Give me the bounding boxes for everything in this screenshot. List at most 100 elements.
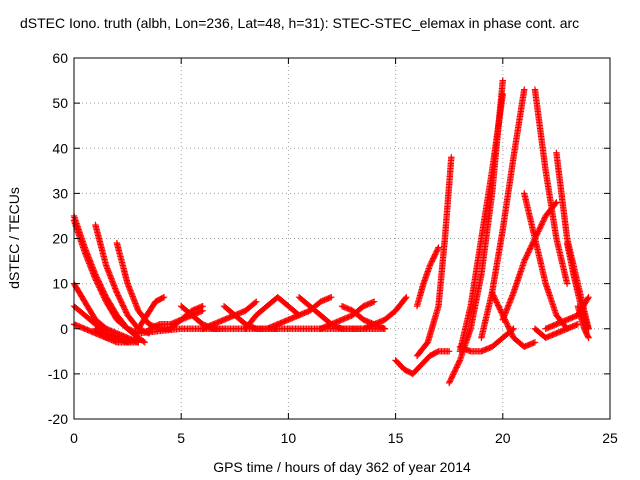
plus-marker bbox=[119, 300, 126, 308]
plus-marker bbox=[539, 219, 546, 227]
plus-marker bbox=[584, 333, 592, 340]
plus-marker bbox=[159, 294, 167, 302]
plus-marker bbox=[97, 287, 104, 294]
plus-marker bbox=[525, 247, 533, 255]
plus-marker bbox=[490, 292, 497, 299]
plus-marker bbox=[100, 292, 107, 300]
plus-marker bbox=[499, 90, 506, 98]
plus-marker bbox=[504, 321, 511, 329]
plus-marker bbox=[527, 243, 535, 251]
y-tick-label: 0 bbox=[60, 321, 68, 337]
plus-marker bbox=[446, 378, 454, 385]
plus-marker bbox=[428, 259, 435, 266]
data-series bbox=[413, 154, 455, 360]
plus-marker bbox=[584, 295, 591, 302]
plus-marker bbox=[528, 242, 535, 249]
plus-marker bbox=[503, 320, 511, 327]
plus-marker bbox=[428, 258, 436, 265]
plus-marker bbox=[452, 367, 459, 374]
plus-marker bbox=[426, 262, 434, 269]
plus-marker bbox=[116, 295, 123, 302]
x-tick-label: 10 bbox=[281, 430, 297, 446]
plus-marker bbox=[497, 307, 504, 315]
plus-marker bbox=[509, 326, 516, 333]
data-series bbox=[456, 90, 506, 355]
data-series bbox=[70, 217, 142, 337]
data-series bbox=[392, 348, 453, 378]
plus-marker bbox=[456, 358, 463, 365]
plus-marker bbox=[531, 339, 539, 346]
plus-marker bbox=[450, 371, 457, 378]
plus-marker bbox=[455, 359, 462, 367]
plus-marker bbox=[96, 284, 103, 291]
plus-marker bbox=[585, 334, 592, 341]
plus-marker bbox=[563, 280, 571, 287]
plus-marker bbox=[141, 339, 148, 346]
plus-marker bbox=[492, 297, 500, 305]
plus-marker bbox=[432, 249, 440, 257]
plus-marker bbox=[122, 307, 129, 315]
plus-marker bbox=[493, 299, 500, 306]
plus-marker bbox=[433, 248, 440, 255]
plus-marker bbox=[431, 252, 438, 260]
plus-marker bbox=[431, 251, 439, 258]
y-tick-label: 60 bbox=[52, 50, 68, 66]
plus-marker bbox=[98, 288, 105, 296]
data-series bbox=[574, 302, 592, 341]
plus-marker bbox=[101, 295, 109, 303]
data-series bbox=[135, 325, 389, 337]
plus-marker bbox=[120, 303, 127, 310]
data-series bbox=[531, 86, 571, 287]
plus-marker bbox=[430, 254, 438, 261]
plus-marker bbox=[115, 292, 122, 299]
plus-marker bbox=[93, 278, 100, 286]
plus-marker bbox=[427, 260, 434, 268]
plus-marker bbox=[535, 226, 543, 234]
plus-marker bbox=[540, 216, 547, 224]
plus-marker bbox=[521, 257, 528, 265]
y-axis-title: dSTEC / TECUs bbox=[6, 187, 22, 289]
plus-marker bbox=[370, 298, 378, 305]
plus-marker bbox=[451, 368, 458, 375]
y-tick-label: 20 bbox=[52, 231, 68, 247]
plus-marker bbox=[114, 290, 121, 298]
plus-marker bbox=[99, 291, 107, 298]
y-tick-label: 40 bbox=[52, 140, 68, 156]
chart-title: dSTEC Iono. truth (albh, Lon=236, Lat=48… bbox=[20, 15, 579, 31]
data-series bbox=[499, 199, 560, 323]
plus-marker bbox=[539, 218, 547, 225]
plus-marker bbox=[488, 289, 496, 296]
x-tick-label: 15 bbox=[388, 430, 404, 446]
y-tick-label: -10 bbox=[48, 366, 68, 382]
plus-marker bbox=[536, 225, 543, 232]
plus-marker bbox=[447, 376, 454, 384]
plus-marker bbox=[541, 215, 548, 222]
plus-marker bbox=[510, 325, 517, 332]
plus-marker bbox=[92, 277, 100, 284]
plus-marker bbox=[100, 294, 108, 301]
plus-marker bbox=[123, 309, 130, 316]
plus-marker bbox=[121, 306, 129, 313]
plus-marker bbox=[253, 298, 260, 305]
plus-marker bbox=[537, 224, 544, 231]
plus-marker bbox=[328, 293, 335, 301]
plus-marker bbox=[199, 302, 206, 310]
plus-marker bbox=[117, 296, 124, 303]
plus-marker bbox=[96, 285, 104, 293]
plus-marker bbox=[434, 348, 441, 356]
data-series bbox=[531, 321, 582, 341]
data-series bbox=[92, 221, 153, 337]
plus-marker bbox=[448, 374, 456, 381]
plus-marker bbox=[92, 275, 99, 283]
plus-marker bbox=[448, 375, 455, 382]
plus-marker bbox=[95, 282, 102, 290]
plus-marker bbox=[492, 296, 499, 303]
plus-marker bbox=[251, 299, 259, 306]
y-tick-label: 30 bbox=[52, 185, 68, 201]
plus-marker bbox=[121, 304, 128, 312]
grid-lines bbox=[74, 58, 610, 419]
plus-marker bbox=[403, 293, 410, 301]
plus-marker bbox=[454, 361, 462, 368]
plus-marker bbox=[504, 323, 512, 330]
plus-marker bbox=[537, 222, 545, 230]
